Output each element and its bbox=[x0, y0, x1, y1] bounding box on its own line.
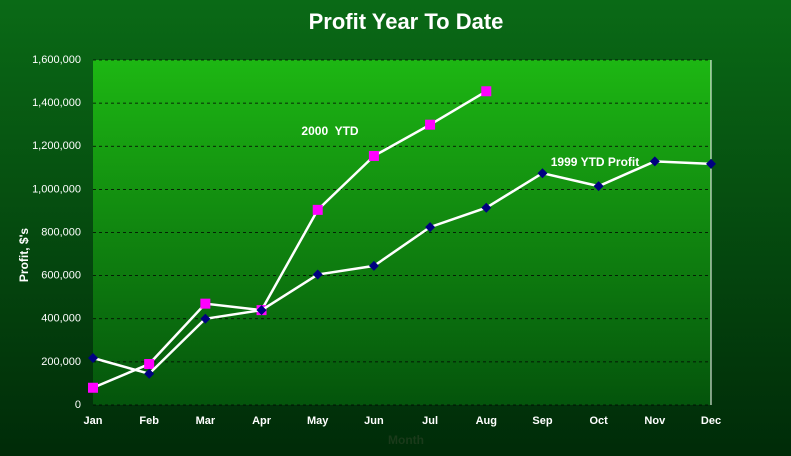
marker bbox=[706, 158, 716, 169]
marker bbox=[312, 204, 323, 215]
marker bbox=[537, 168, 548, 179]
x-tick-label: Feb bbox=[139, 415, 159, 427]
marker bbox=[481, 86, 492, 97]
marker bbox=[88, 382, 98, 393]
marker bbox=[649, 156, 660, 167]
marker bbox=[144, 359, 155, 370]
x-tick-label: Apr bbox=[252, 415, 272, 427]
marker bbox=[425, 119, 436, 130]
y-tick-label: 1,400,000 bbox=[32, 97, 81, 109]
x-tick-label: Jan bbox=[84, 415, 103, 427]
x-tick-label: May bbox=[307, 415, 329, 427]
y-tick-label: 200,000 bbox=[41, 356, 81, 368]
y-tick-label: 800,000 bbox=[41, 226, 81, 238]
x-tick-label: Sep bbox=[532, 415, 552, 427]
series-label: 1999 YTD Profit bbox=[551, 155, 639, 169]
y-tick-label: 1,000,000 bbox=[32, 183, 81, 195]
x-tick-label: Mar bbox=[196, 415, 216, 427]
chart-title: Profit Year To Date bbox=[309, 9, 504, 34]
marker bbox=[481, 202, 492, 213]
y-axis-label: Profit, $'s bbox=[17, 228, 31, 283]
marker bbox=[593, 181, 604, 192]
marker bbox=[200, 298, 211, 309]
marker bbox=[425, 222, 436, 233]
y-tick-label: 1,200,000 bbox=[32, 140, 81, 152]
marker bbox=[144, 368, 155, 379]
y-tick-label: 1,600,000 bbox=[32, 54, 81, 66]
marker bbox=[368, 150, 379, 161]
marker bbox=[88, 352, 98, 363]
y-tick-label: 400,000 bbox=[41, 313, 81, 325]
x-tick-label: Oct bbox=[589, 415, 608, 427]
y-tick-label: 600,000 bbox=[41, 270, 81, 282]
x-tick-label: Jul bbox=[422, 415, 438, 427]
series-line bbox=[92, 160, 712, 376]
series-label: 2000 YTD bbox=[301, 124, 358, 138]
x-tick-label: Dec bbox=[701, 415, 721, 427]
marker bbox=[200, 313, 211, 324]
x-tick-label: Jun bbox=[364, 415, 384, 427]
x-tick-label: Aug bbox=[476, 415, 497, 427]
x-tick-label: Nov bbox=[644, 415, 666, 427]
marker bbox=[368, 260, 379, 271]
marker bbox=[256, 305, 267, 316]
series-line bbox=[92, 90, 487, 389]
marker bbox=[312, 269, 323, 280]
x-axis-label: Month bbox=[388, 433, 424, 447]
y-tick-label: 0 bbox=[75, 399, 81, 411]
